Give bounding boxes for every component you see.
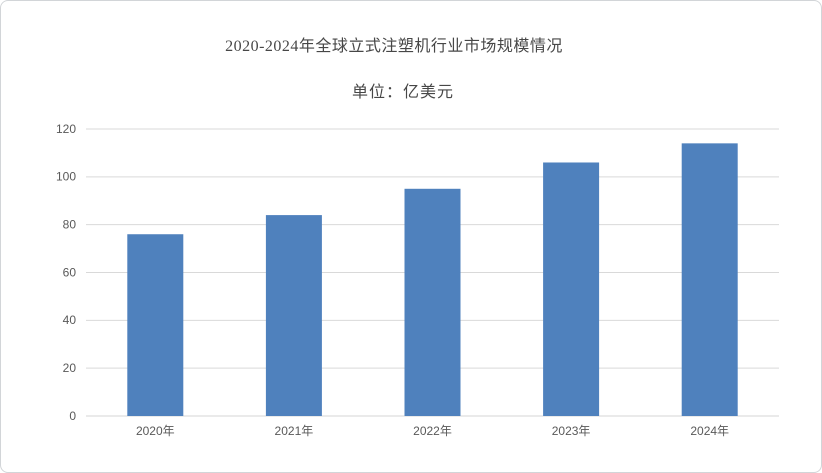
x-axis-category-label: 2024年 xyxy=(690,424,729,438)
y-axis-tick-label: 80 xyxy=(63,218,77,232)
y-axis-tick-label: 100 xyxy=(56,170,76,184)
bar-2020年 xyxy=(127,234,184,416)
chart-subtitle: 单位：亿美元 xyxy=(351,84,454,101)
bar-2023年 xyxy=(543,162,600,416)
chart-title: 2020-2024年全球立式注塑机行业市场规模情况 xyxy=(225,38,563,55)
y-axis-tick-label: 40 xyxy=(63,313,77,327)
bar-2024年 xyxy=(681,143,738,416)
x-axis-category-label: 2020年 xyxy=(136,424,175,438)
y-axis-tick-label: 0 xyxy=(69,409,76,423)
y-axis-tick-label: 20 xyxy=(63,361,77,375)
x-axis-category-label: 2022年 xyxy=(413,424,452,438)
x-axis-category-label: 2023年 xyxy=(552,424,591,438)
bar-2021年 xyxy=(265,215,322,416)
x-axis-category-label: 2021年 xyxy=(275,424,314,438)
y-axis-tick-label: 120 xyxy=(56,122,76,136)
bar-2022年 xyxy=(404,188,461,416)
y-axis-tick-label: 60 xyxy=(63,265,77,279)
